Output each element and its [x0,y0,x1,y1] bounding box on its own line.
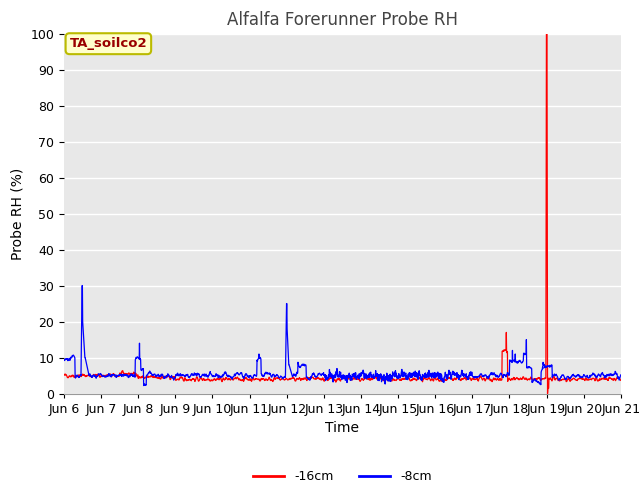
Title: Alfalfa Forerunner Probe RH: Alfalfa Forerunner Probe RH [227,11,458,29]
Text: TA_soilco2: TA_soilco2 [70,37,147,50]
Y-axis label: Probe RH (%): Probe RH (%) [11,168,25,260]
Legend: -16cm, -8cm: -16cm, -8cm [248,465,436,480]
X-axis label: Time: Time [325,421,360,435]
